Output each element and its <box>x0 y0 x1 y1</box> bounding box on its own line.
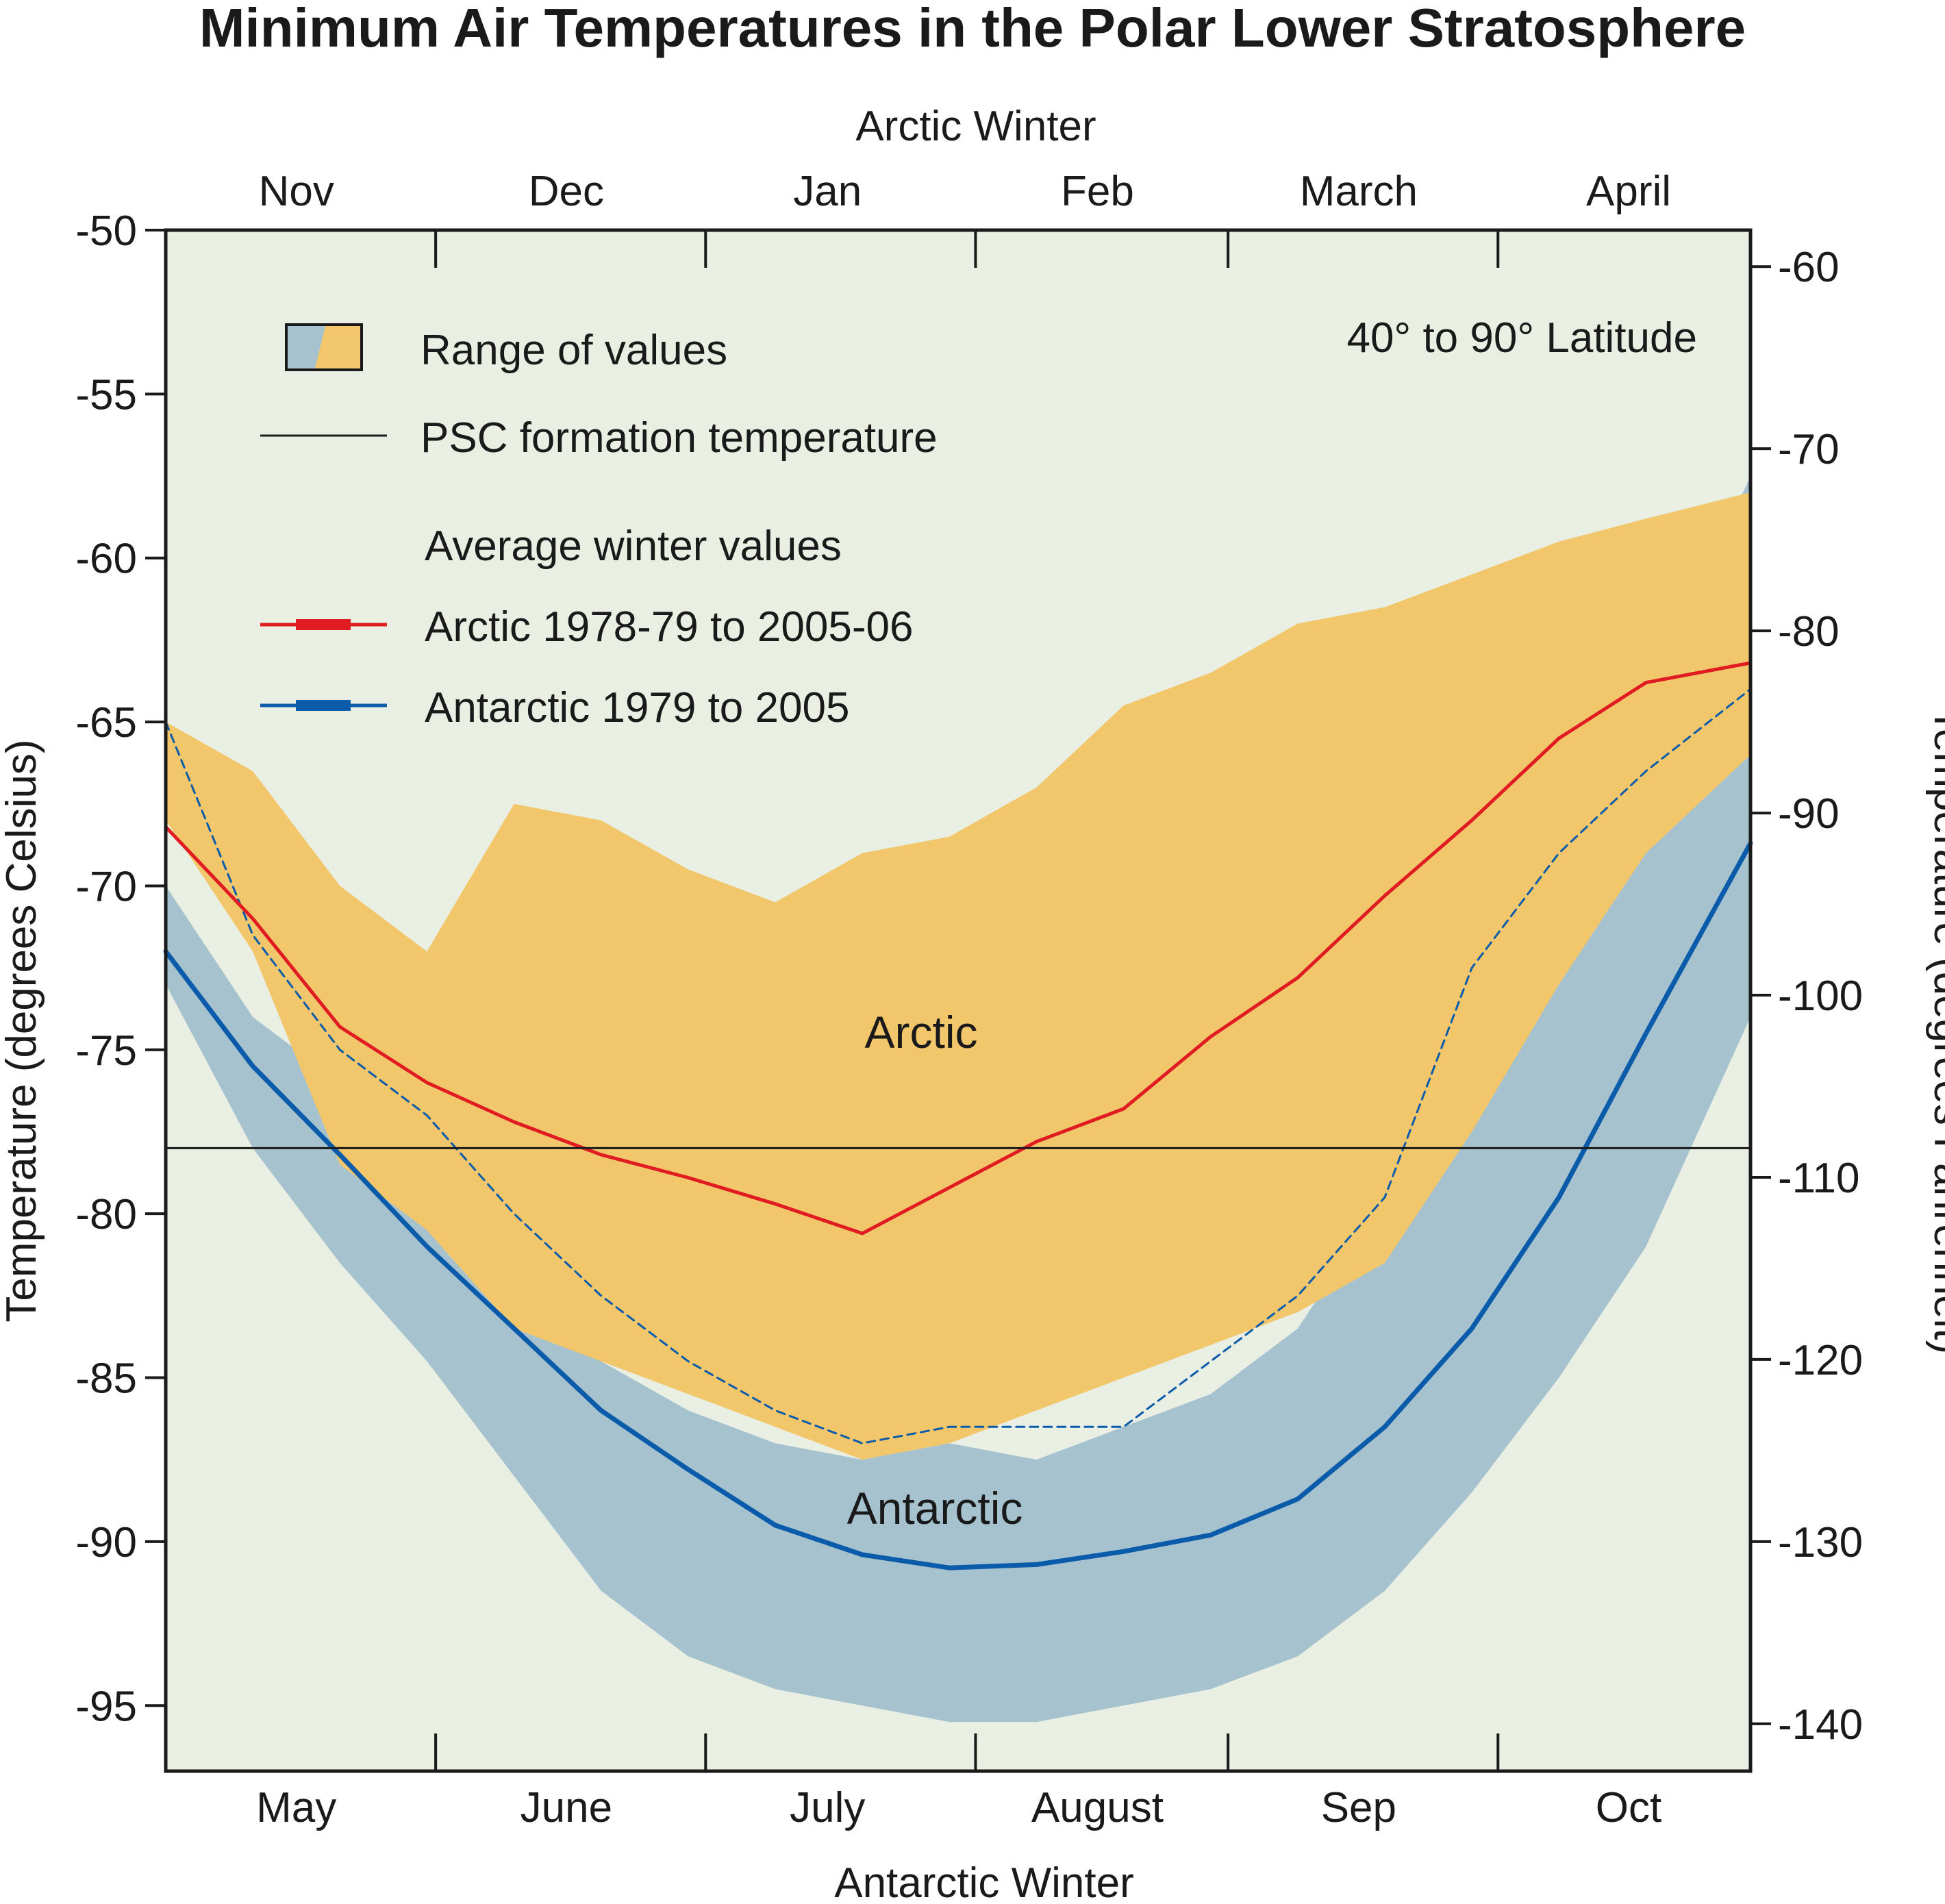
left-tick-label: -90 <box>75 1519 137 1566</box>
legend-antarctic-label: Antarctic 1979 to 2005 <box>425 684 849 731</box>
bottom-tick-label: May <box>256 1784 336 1831</box>
arctic-range-band <box>166 492 1750 1460</box>
latitude-annotation: 40° to 90° Latitude <box>1346 314 1697 362</box>
bottom-tick-label: June <box>520 1784 612 1831</box>
plot-layer <box>163 476 1753 1723</box>
legend-arctic-label: Arctic 1978-79 to 2005-06 <box>425 603 913 651</box>
left-tick-label: -65 <box>75 699 137 747</box>
left-tick-label: -60 <box>75 536 137 583</box>
left-axis-title: Temperature (degrees Celsius) <box>0 739 45 1322</box>
top-tick-label: Jan <box>793 168 862 215</box>
left-tick-label: -95 <box>75 1683 137 1730</box>
left-tick-label: -85 <box>75 1355 137 1403</box>
antarctic-average-line <box>163 840 1753 1570</box>
legend-psc-label: PSC formation temperature <box>421 414 938 462</box>
right-tick-label: -80 <box>1778 608 1840 655</box>
antarctic-series-label: Antarctic <box>847 1483 1023 1533</box>
top-axis-title: Arctic Winter <box>855 103 1096 150</box>
left-tick-label: -80 <box>75 1191 137 1238</box>
legend-antarctic-marker <box>296 700 351 711</box>
top-tick-label: April <box>1586 168 1671 215</box>
right-tick-label: -110 <box>1778 1155 1860 1202</box>
antarctic-range-band <box>166 476 1750 1723</box>
left-tick-label: -50 <box>75 208 137 255</box>
left-tick-label: -75 <box>75 1027 137 1075</box>
bottom-tick-label: July <box>790 1784 865 1831</box>
top-tick-label: March <box>1300 168 1418 215</box>
right-axis-title: Temperature (degrees Fahrenheit) <box>1925 707 1945 1354</box>
arctic-series-label: Arctic <box>865 1007 978 1057</box>
antarctic-dashed-line <box>164 688 1752 1444</box>
left-tick-label: -55 <box>75 371 137 418</box>
legend: Range of values PSC formation temperatur… <box>260 323 938 731</box>
right-tick-label: -90 <box>1778 790 1840 838</box>
left-tick-label: -70 <box>75 863 137 910</box>
bottom-tick-label: Sep <box>1321 1784 1396 1831</box>
bottom-axis-title: Antarctic Winter <box>834 1859 1134 1904</box>
chart-title: Minimum Air Temperatures in the Polar Lo… <box>199 0 1746 58</box>
right-tick-label: -140 <box>1778 1701 1863 1749</box>
arctic-average-line <box>164 661 1753 1236</box>
right-tick-label: -100 <box>1778 973 1863 1020</box>
plot-frame <box>164 228 1753 1773</box>
right-tick-label: -70 <box>1778 426 1840 473</box>
legend-arctic-marker <box>296 619 351 630</box>
top-tick-label: Nov <box>259 168 334 215</box>
ticks-layer: Nov Dec Jan Feb March April May June July August S… <box>75 168 1863 1831</box>
legend-range-swatch-arctic-half <box>315 326 360 368</box>
right-tick-label: -120 <box>1778 1337 1863 1384</box>
top-tick-label: Feb <box>1061 168 1134 215</box>
bottom-tick-label: Oct <box>1596 1784 1661 1831</box>
right-tick-label: -60 <box>1778 244 1840 291</box>
bottom-tick-label: August <box>1031 1784 1164 1831</box>
legend-heading: Average winter values <box>425 523 842 570</box>
right-tick-label: -130 <box>1778 1519 1863 1566</box>
legend-range-label: Range of values <box>421 327 727 374</box>
top-tick-label: Dec <box>529 168 604 215</box>
